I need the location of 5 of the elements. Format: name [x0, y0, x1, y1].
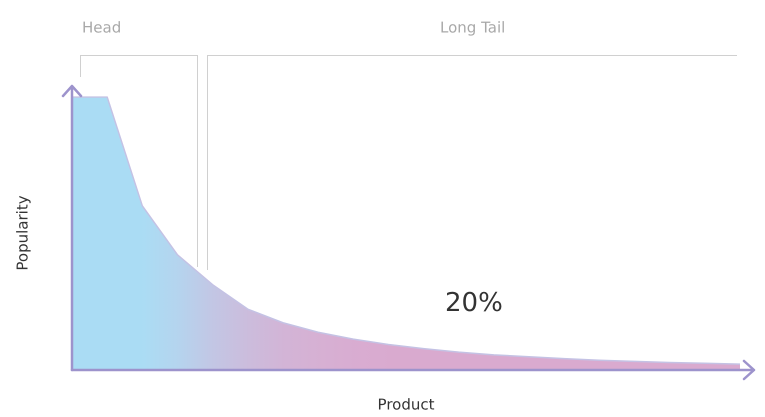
annotation: 20%	[445, 288, 503, 318]
text: Long Tail	[440, 18, 506, 36]
text: Head	[82, 18, 122, 36]
x-axis-title: Product	[378, 396, 435, 414]
y-axis-title: Popularity	[14, 195, 32, 271]
